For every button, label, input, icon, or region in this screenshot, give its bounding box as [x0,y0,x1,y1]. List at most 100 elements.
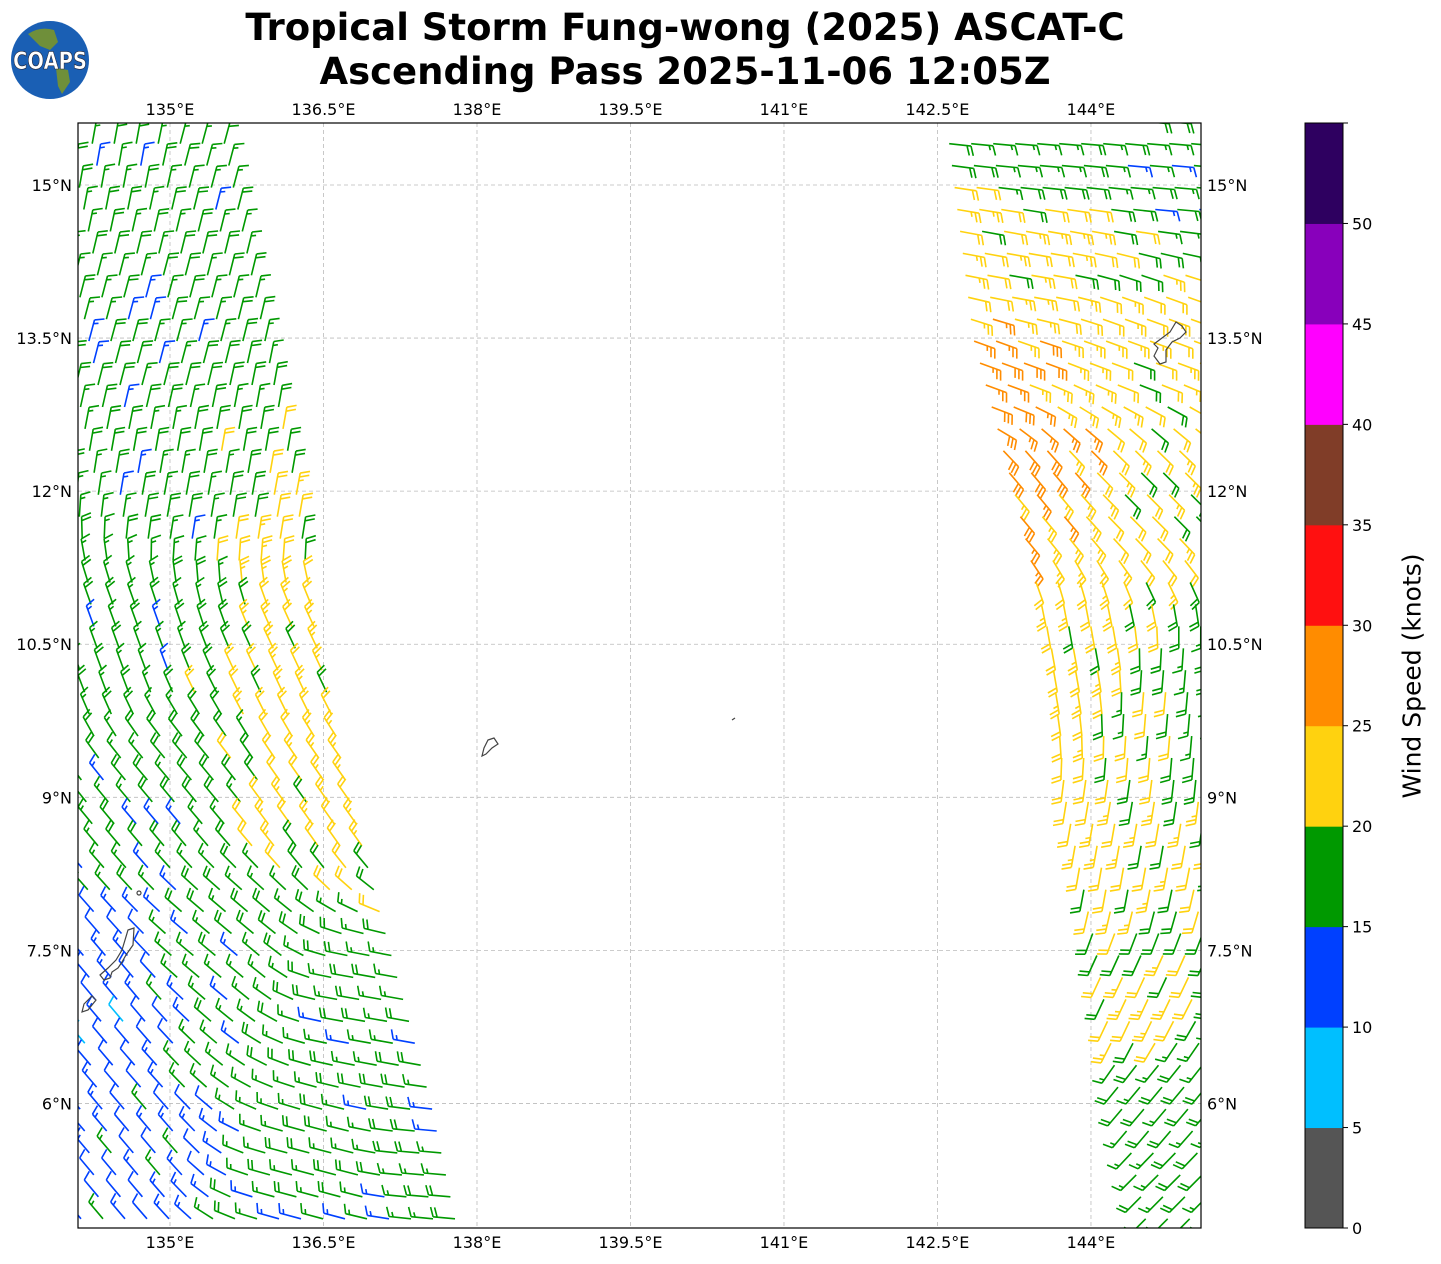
wind-barb [329,963,354,979]
wind-barb [188,164,205,188]
wind-barbs [62,123,1221,1228]
wind-barb [137,775,153,803]
lon-tick-label-top: 142.5°E [906,100,970,119]
wind-barb [154,620,164,649]
wind-barb [218,1111,240,1132]
wind-barb [1150,999,1171,1020]
wind-barb [1118,801,1134,827]
wind-barb [195,555,207,583]
wind-barb [1059,142,1085,156]
wind-barb [1008,472,1025,499]
wind-barb [105,296,123,320]
colorbar-tick-label: 20 [1352,817,1372,836]
wind-barb [279,514,294,539]
wind-barb [1094,1086,1119,1105]
wind-barb [1067,648,1079,676]
wind-barb [301,708,315,737]
wind-barb [1212,583,1221,610]
wind-barb [403,1184,429,1198]
wind-barb [264,842,281,869]
wind-barb [78,1039,92,1066]
wind-barb [1124,604,1135,632]
wind-barb [1109,867,1125,892]
wind-barb [101,274,118,298]
lat-tick-label-left: 10.5°N [16,635,72,654]
wind-barb [87,1083,103,1110]
wind-barb [158,230,175,254]
lon-tick-label-top: 135°E [146,100,195,119]
wind-barb [1083,845,1098,870]
lon-tick-label-bottom: 141°E [760,1233,809,1252]
wind-barb [1150,1152,1176,1170]
wind-barb [1041,516,1058,543]
wind-barb [252,887,271,913]
wind-barb [276,492,292,517]
wind-barb [1017,340,1040,359]
wind-barb [208,887,227,913]
wind-barb [180,230,197,254]
lat-tick-label-left: 13.5°N [16,329,72,348]
wind-barb [108,995,124,1022]
wind-barb [1106,626,1118,654]
wind-barb [1145,823,1160,848]
wind-barb [1057,604,1069,632]
wind-barb [1154,1042,1178,1063]
wind-barb [107,598,117,627]
wind-barb [1130,186,1156,200]
wind-barb [979,208,1004,224]
wind-barb [127,185,143,210]
wind-barb [197,842,215,869]
wind-barb [990,296,1015,312]
wind-barb [182,1128,200,1154]
wind-barb [317,1181,341,1198]
wind-barb [1017,164,1044,178]
wind-barb [987,274,1012,290]
wind-barb [180,340,198,364]
wind-barb [197,931,216,957]
wind-barb [171,819,187,847]
wind-barb [1147,977,1168,999]
wind-barb [267,642,279,671]
wind-barb [1074,801,1090,827]
wind-barb [330,1137,354,1154]
wind-barb [78,1127,90,1154]
wind-barb [372,1140,398,1154]
wind-barb [287,960,310,979]
wind-barb [140,252,157,276]
wind-barb [162,252,180,276]
wind-barb [102,973,118,1000]
wind-barb [334,865,353,891]
wind-barb [207,361,224,386]
wind-barb [129,598,141,627]
wind-barb [1077,955,1098,977]
wind-barb [283,935,304,957]
wind-barb [250,664,262,693]
wind-barb [225,448,240,473]
wind-barb [165,686,178,715]
wind-barb [1028,252,1053,268]
wind-barb [1113,538,1130,565]
wind-barb [1119,274,1142,293]
wind-barb [158,340,176,364]
wind-barb [1058,318,1082,335]
wind-barb [159,864,177,891]
wind-barb [113,1105,130,1132]
wind-barb [191,909,211,935]
wind-barb [133,930,150,957]
wind-barb [246,230,263,254]
wind-barb [242,317,259,342]
wind-barb [195,576,205,605]
wind-barb [1094,252,1119,269]
wind-barb [1069,230,1095,246]
wind-barb [1085,516,1102,543]
wind-barb [1118,933,1138,955]
wind-barb [234,1202,258,1220]
wind-barb [154,754,171,781]
wind-barb [103,533,114,561]
wind-barb [148,909,167,935]
wind-barb [62,1171,76,1197]
wind-barb [149,1171,166,1198]
wind-barb [294,888,315,913]
wind-barb [150,404,166,430]
wind-barb [965,274,990,290]
